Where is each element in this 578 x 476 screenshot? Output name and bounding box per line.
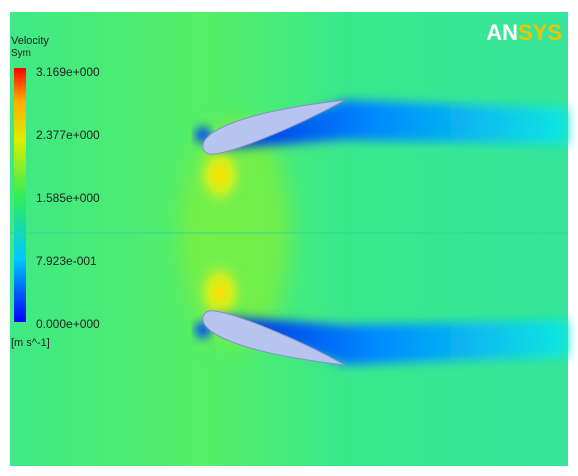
legend-subtitle: Sym bbox=[11, 48, 31, 59]
logo-left: AN bbox=[486, 20, 518, 45]
legend-label: 2.377e+000 bbox=[36, 128, 100, 142]
color-bar bbox=[14, 68, 26, 322]
logo: ANSYS bbox=[486, 20, 562, 45]
legend-label: 3.169e+000 bbox=[36, 65, 100, 79]
logo-right: SYS bbox=[518, 20, 562, 45]
contour-plot: Velocity Sym 3.169e+000 2.377e+000 1.585e+… bbox=[0, 0, 578, 471]
legend-label: 7.923e-001 bbox=[36, 254, 97, 268]
legend-label: 1.585e+000 bbox=[36, 191, 100, 205]
page: Velocity Sym 3.169e+000 2.377e+000 1.585e+… bbox=[0, 0, 578, 471]
legend-label: 0.000e+000 bbox=[36, 317, 100, 331]
legend-unit: [m s^-1] bbox=[11, 337, 50, 349]
legend-title: Velocity bbox=[11, 35, 49, 47]
